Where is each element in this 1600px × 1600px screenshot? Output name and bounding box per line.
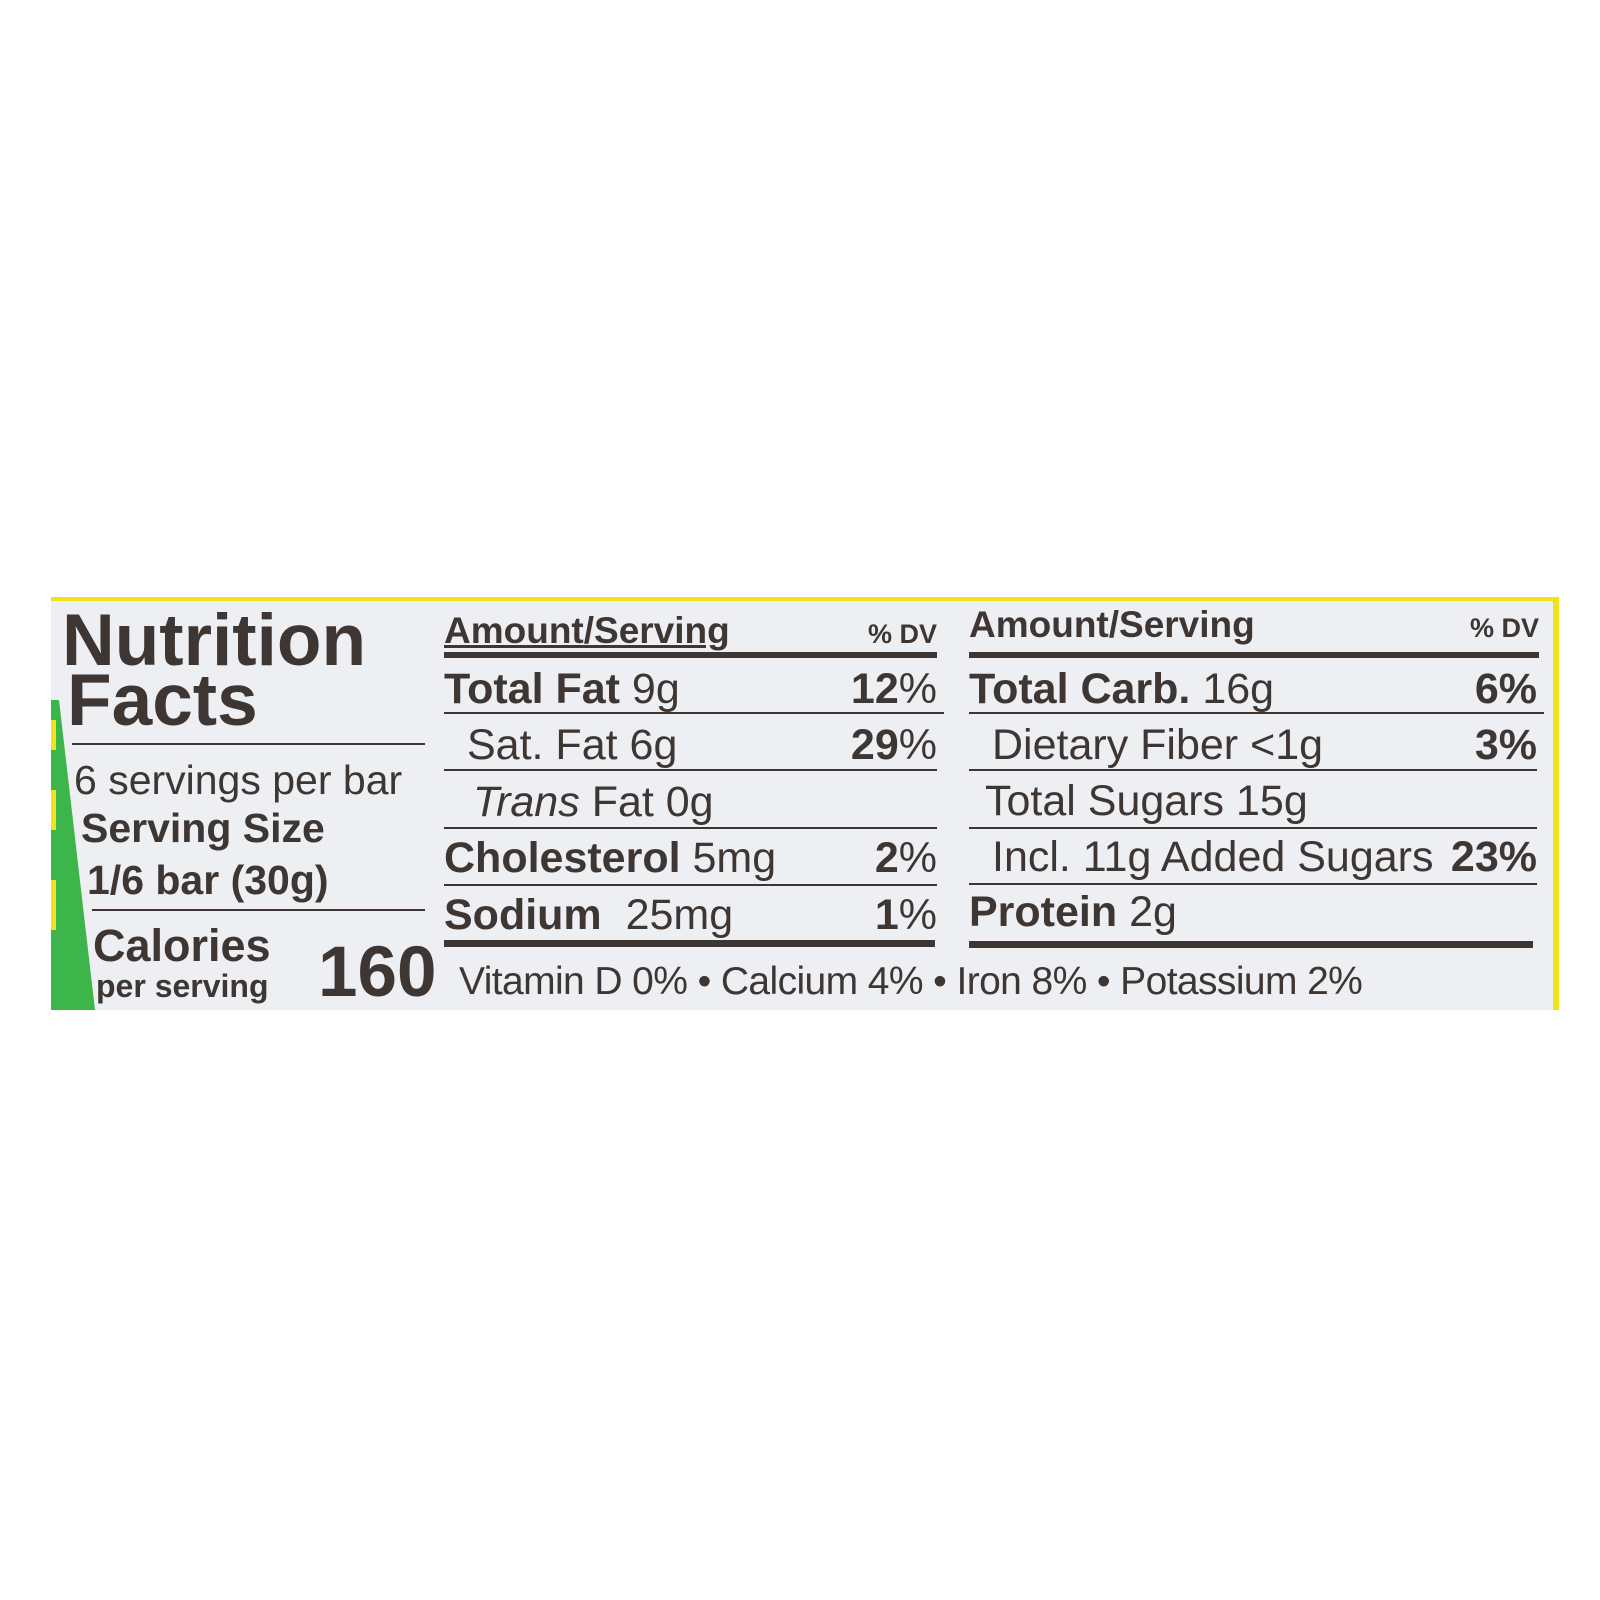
nutrient-dv: 3 <box>1474 721 1499 769</box>
thick-divider <box>444 940 935 947</box>
percent-sign: % <box>898 891 937 939</box>
thick-divider <box>969 652 1539 658</box>
nutrient-row-total-carb: Total Carb. 16g 6% <box>969 668 1537 711</box>
amount-serving-header: Amount/Serving <box>969 604 1255 645</box>
nutrient-row-protein: Protein 2g <box>969 891 1537 934</box>
divider <box>72 743 425 745</box>
nutrient-name: Cholesterol <box>444 834 681 882</box>
nutrient-amount: 2g <box>1129 888 1177 936</box>
nutrient-amount: Fat 0g <box>591 778 714 826</box>
nutrient-row-added-sugars: Incl. 11g Added Sugars 23% <box>992 836 1537 879</box>
green-package-edge <box>51 700 95 1010</box>
divider <box>969 712 1544 714</box>
nutrient-amount: 15g <box>1235 777 1308 825</box>
serving-size-label: Serving Size <box>81 805 325 851</box>
nutrient-amount: 25mg <box>625 891 734 939</box>
amount-serving-header: Amount/Serving <box>444 610 730 651</box>
nutrient-name: Total Fat <box>444 665 620 713</box>
micronutrients-line: Vitamin D 0% • Calcium 4% • Iron 8% • Po… <box>459 960 1363 1003</box>
nutrient-row-total-fat: Total Fat 9g 12% <box>444 668 937 711</box>
divider <box>444 712 944 714</box>
percent-sign: % <box>1498 721 1537 769</box>
calories-value: 160 <box>318 933 437 1012</box>
nutrient-dv-wrap: 6% <box>1475 668 1537 711</box>
divider <box>444 769 937 771</box>
right-table-header: Amount/Serving % DV <box>969 606 1539 643</box>
nutrient-row-sodium: Sodium 25mg 1% <box>444 894 937 937</box>
dv-header: % DV <box>1469 613 1539 643</box>
nutrient-amount: <1g <box>1250 721 1324 769</box>
nutrient-amount: 5mg <box>692 834 777 882</box>
percent-sign: % <box>898 721 937 769</box>
calories-per-serving: per serving <box>96 968 269 1004</box>
nutrient-dv: 6 <box>1474 665 1499 713</box>
divider <box>444 884 937 886</box>
nutrient-dv: 29 <box>850 721 899 769</box>
left-table-header: Amount/Serving % DV <box>444 612 937 649</box>
nutrient-name: Total Sugars <box>985 777 1225 825</box>
nutrient-dv: 23 <box>1450 833 1499 881</box>
nutrient-name: Dietary Fiber <box>992 721 1239 769</box>
divider <box>969 769 1537 771</box>
nutrient-amount: 9g <box>631 665 680 713</box>
percent-sign: % <box>898 834 937 882</box>
divider <box>969 827 1537 829</box>
thick-divider <box>969 941 1533 948</box>
nutrient-row-trans-fat: Trans Fat 0g <box>473 781 937 824</box>
nutrient-amount: 16g <box>1202 665 1275 713</box>
nutrient-name: Total Carb. <box>969 665 1191 713</box>
percent-sign: % <box>1498 833 1537 881</box>
nutrient-name: Sodium <box>444 891 602 939</box>
nutrient-dv: 1 <box>874 891 899 939</box>
nutrient-row-total-sugars: Total Sugars 15g <box>985 780 1537 823</box>
divider <box>92 909 425 911</box>
calories-label: Calories <box>93 920 271 971</box>
divider <box>969 883 1537 885</box>
thick-divider <box>444 652 937 658</box>
serving-size-value: 1/6 bar (30g) <box>87 857 329 903</box>
nutrient-row-sat-fat: Sat. Fat 6g 29% <box>467 724 937 767</box>
nutrient-name: Sat. Fat <box>467 721 618 769</box>
nutrient-name: Incl. 11g Added Sugars <box>992 833 1434 881</box>
nutrient-row-dietary-fiber: Dietary Fiber <1g 3% <box>992 724 1537 767</box>
servings-per-container: 6 servings per bar <box>74 757 403 803</box>
nutrient-amount: 6g <box>629 721 678 769</box>
nutrient-dv: 12 <box>850 665 899 713</box>
nutrient-dv: 2 <box>874 834 899 882</box>
dv-header: % DV <box>867 619 937 649</box>
nutrient-name: Protein <box>969 888 1118 936</box>
title-facts: Facts <box>67 660 258 741</box>
title-nutrition: Nutrition <box>62 600 367 681</box>
yellow-border <box>1553 597 1559 1010</box>
nutrient-row-cholesterol: Cholesterol 5mg 2% <box>444 837 937 880</box>
percent-sign: % <box>898 665 937 713</box>
percent-sign: % <box>1498 665 1537 713</box>
nutrient-name: Trans <box>473 778 580 826</box>
divider <box>444 827 937 829</box>
